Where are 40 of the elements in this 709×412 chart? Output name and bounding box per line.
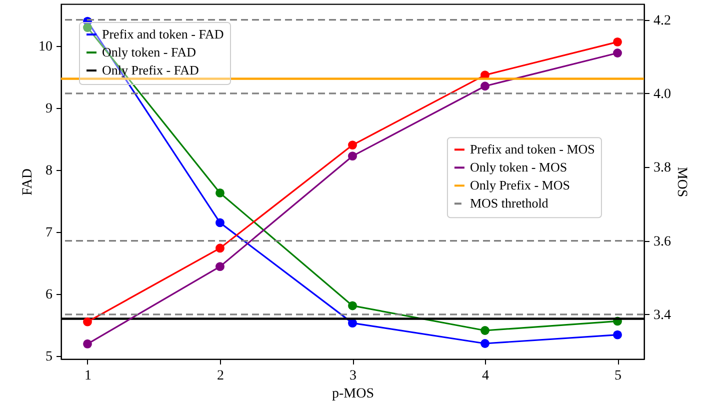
x-tick-label: 5 [614, 368, 622, 384]
point [348, 140, 357, 150]
point [348, 152, 357, 161]
x-tick-label: 4 [482, 368, 489, 384]
legend-label: Prefix and token - FAD [102, 26, 224, 42]
y2-tick-label: 4.0 [654, 86, 671, 102]
y-axis-title: FAD [20, 168, 36, 196]
point [480, 339, 490, 348]
point [216, 244, 224, 253]
y-tick-label: 7 [46, 225, 52, 240]
y-tick-label: 6 [46, 287, 52, 302]
y2-tick-label: 3.6 [654, 234, 671, 250]
x-axis-title: p-MOS [332, 386, 374, 402]
y2-tick-label: 3.4 [654, 308, 671, 323]
legend-label: Prefix and token - MOS [470, 142, 595, 157]
y2-tick-label: 4.2 [654, 13, 671, 28]
y-tick-label: 10 [38, 40, 52, 55]
point [480, 82, 490, 91]
point [216, 188, 224, 198]
y2-axis-title: MOS [674, 166, 689, 198]
point [613, 37, 622, 46]
point [613, 330, 622, 340]
legend-label: MOS threthold [470, 196, 549, 211]
y-tick-label: 5 [46, 349, 52, 364]
point [83, 317, 92, 326]
y2-tick-label: 3.8 [654, 160, 671, 176]
legend-label: Only token - MOS [470, 160, 568, 175]
point [216, 218, 224, 228]
x-tick-label: 2 [217, 368, 224, 384]
x-tick-label: 3 [350, 368, 356, 384]
y-tick-label: 9 [46, 102, 52, 117]
point [83, 339, 92, 348]
point [83, 23, 92, 32]
legend-label: Only Prefix - MOS [470, 178, 570, 193]
point [348, 301, 357, 310]
point [480, 326, 490, 335]
y-tick-label: 8 [46, 164, 52, 179]
point [613, 48, 622, 58]
point [216, 262, 224, 272]
x-tick-label: 1 [84, 368, 92, 384]
